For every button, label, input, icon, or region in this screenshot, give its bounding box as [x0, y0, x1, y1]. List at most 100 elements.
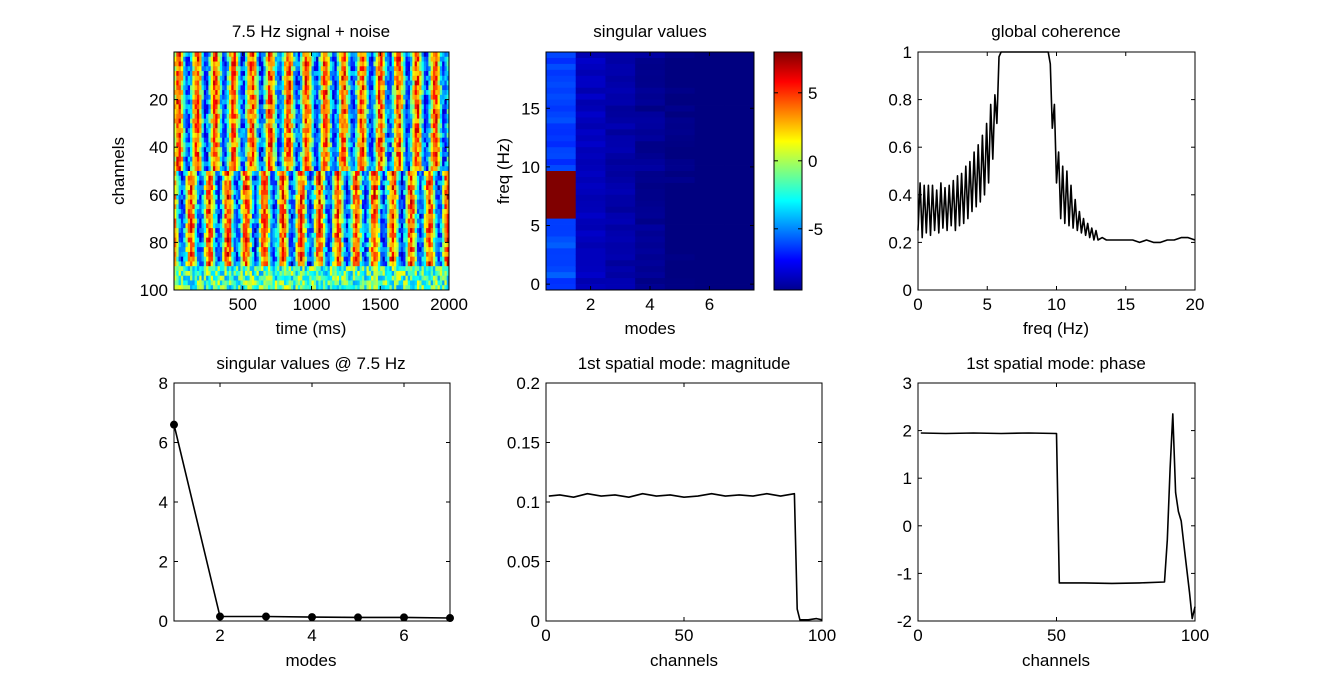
signal-heatmap-cell [375, 209, 379, 215]
signal-heatmap-cell [183, 175, 186, 181]
signal-heatmap-cell [339, 113, 342, 120]
signal-heatmap-cell [355, 80, 358, 86]
signal-heatmap-cell [254, 175, 257, 181]
signal-heatmap-cell [306, 109, 310, 115]
signal-heatmap-cell [279, 52, 283, 58]
signal-heatmap-cell [419, 71, 422, 77]
signal-heatmap-cell [426, 80, 429, 86]
signal-heatmap-cell [208, 218, 212, 224]
signal-heatmap-cell [439, 118, 443, 124]
signal-heatmap-cell [254, 99, 257, 105]
signal-heatmap-cell [327, 161, 331, 167]
signal-heatmap-cell [359, 52, 363, 58]
signal-heatmap-cell [339, 237, 342, 243]
signal-heatmap-cell [226, 80, 230, 86]
signal-heatmap-cell [318, 242, 322, 248]
signal-heatmap-cell [281, 94, 285, 100]
signal-heatmap-cell [238, 228, 241, 234]
signal-heatmap-cell [382, 75, 386, 81]
signal-heatmap-cell [212, 166, 216, 172]
signal-heatmap-cell [284, 161, 287, 167]
signal-heatmap-cell [210, 142, 214, 148]
signal-heatmap-cell [437, 237, 441, 243]
signal-heatmap-cell [263, 61, 267, 67]
signal-heatmap-cell [366, 90, 370, 96]
signal-heatmap-cell [256, 66, 260, 72]
signal-heatmap-cell [394, 147, 397, 153]
signal-heatmap-cell [217, 109, 221, 115]
signal-heatmap-cell [251, 113, 255, 120]
signal-heatmap-cell [421, 161, 425, 167]
signal-heatmap-cell [403, 194, 406, 200]
signal-heatmap-cell [442, 242, 445, 248]
signal-heatmap-cell [208, 104, 212, 110]
signal-heatmap-cell [290, 99, 294, 105]
signal-heatmap-cell [194, 190, 198, 196]
signal-heatmap-cell [178, 80, 182, 86]
signal-heatmap-cell [215, 104, 218, 110]
signal-heatmap-cell [375, 161, 379, 167]
signal-heatmap-cell [394, 52, 397, 58]
signal-heatmap-cell [217, 175, 221, 181]
signal-heatmap-cell [325, 190, 328, 196]
signal-heatmap-cell [206, 56, 209, 62]
signal-heatmap-cell [416, 199, 420, 205]
signal-heatmap-cell [375, 237, 379, 243]
signal-heatmap-cell [300, 166, 303, 172]
signal-heatmap-cell [297, 128, 301, 134]
signal-heatmap-cell [185, 247, 189, 253]
signal-heatmap-cell [416, 161, 420, 167]
signal-heatmap-cell [249, 66, 253, 72]
signal-heatmap-cell [265, 137, 269, 143]
signal-heatmap-cell [339, 123, 342, 129]
signal-heatmap-cell [270, 56, 273, 62]
signal-heatmap-cell [201, 171, 205, 177]
signal-heatmap-cell [439, 166, 443, 172]
signal-heatmap-cell [210, 113, 214, 120]
signal-heatmap-cell [290, 171, 294, 177]
signal-heatmap-cell [247, 223, 251, 229]
signal-heatmap-cell [442, 142, 445, 148]
signal-heatmap-cell [355, 61, 358, 67]
signal-heatmap-cell [215, 156, 218, 162]
signal-heatmap-cell [192, 75, 196, 81]
signal-heatmap-cell [423, 171, 427, 177]
signal-heatmap-cell [251, 80, 255, 86]
signal-heatmap-cell [270, 123, 273, 129]
signal-heatmap-cell [371, 237, 374, 243]
signal-heatmap-cell [380, 147, 383, 153]
signal-heatmap-cell [400, 56, 404, 62]
signal-heatmap-cell [174, 61, 177, 67]
signal-heatmap-cell [215, 118, 218, 124]
signal-heatmap-cell [416, 66, 420, 72]
signal-heatmap-cell [398, 223, 402, 229]
signal-heatmap-cell [176, 66, 179, 72]
signal-heatmap-cell [235, 85, 239, 91]
signal-heatmap-cell [304, 90, 308, 96]
signal-heatmap-cell [174, 66, 177, 72]
signal-heatmap-cell [336, 228, 340, 234]
signal-heatmap-cell [364, 218, 367, 224]
signal-heatmap-cell [256, 228, 260, 234]
signal-heatmap-cell [249, 209, 253, 215]
signal-heatmap-cell [380, 166, 383, 172]
signal-heatmap-cell [316, 190, 319, 196]
signal-heatmap-cell [311, 175, 315, 181]
signal-heatmap-cell [318, 71, 322, 77]
signal-heatmap-cell [178, 147, 182, 153]
signal-heatmap-cell [412, 80, 416, 86]
signal-heatmap-cell [306, 194, 310, 200]
signal-heatmap-cell [258, 156, 262, 162]
signal-heatmap-cell [366, 52, 370, 58]
signal-heatmap-cell [208, 156, 212, 162]
signal-heatmap-cell [190, 218, 193, 224]
signal-heatmap-cell [265, 190, 269, 196]
signal-heatmap-cell [437, 161, 441, 167]
signal-heatmap-cell [245, 123, 248, 129]
signal-heatmap-cell [398, 204, 402, 210]
signal-heatmap-cell [206, 199, 209, 205]
signal-heatmap-cell [384, 52, 388, 58]
signal-heatmap-cell [295, 109, 299, 115]
signal-heatmap-cell [240, 223, 244, 229]
signal-heatmap-cell [293, 166, 296, 172]
